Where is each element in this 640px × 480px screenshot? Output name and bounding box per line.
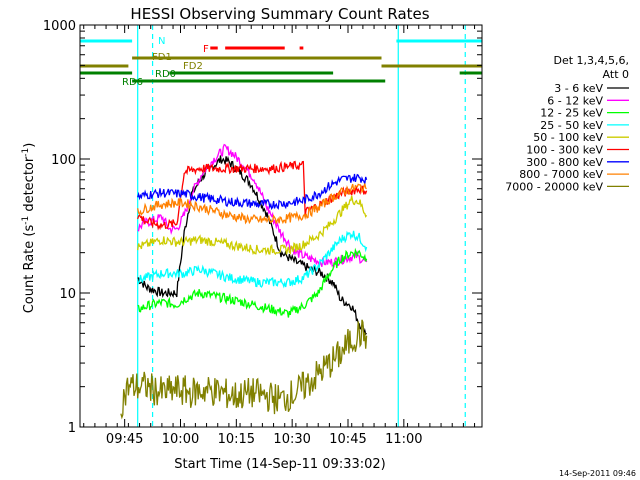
flag-label: FD2 bbox=[183, 61, 203, 72]
series-line bbox=[137, 230, 368, 289]
x-axis-label: Start Time (14-Sep-11 09:33:02) bbox=[174, 457, 385, 472]
flag-label: RD0 bbox=[155, 69, 176, 80]
x-tick-label: 10:45 bbox=[329, 432, 366, 447]
flag-label: FD1 bbox=[152, 52, 172, 63]
x-tick-label: 09:45 bbox=[106, 432, 143, 447]
series-layer bbox=[120, 143, 368, 420]
legend-entry-label: 25 - 50 keV bbox=[540, 119, 603, 132]
legend-entry-label: 100 - 300 keV bbox=[526, 144, 603, 157]
series-line bbox=[137, 173, 368, 211]
y-tick-label: 10 bbox=[59, 287, 76, 302]
x-tick-label: 10:30 bbox=[273, 432, 310, 447]
y-tick-label: 1000 bbox=[43, 19, 76, 34]
y-axis-label: Count Rate (s-1 detector-1) bbox=[21, 143, 37, 314]
legend-entry-label: 50 - 100 keV bbox=[533, 131, 603, 144]
axis-ticks: 09:45 10:00 10:15 10:30 10:45 11:00 1 10 100 1000 bbox=[43, 19, 482, 447]
series-line bbox=[120, 319, 368, 420]
time-markers bbox=[137, 25, 466, 427]
flag-label: N bbox=[158, 36, 165, 47]
legend-entry-label: 6 - 12 keV bbox=[547, 94, 603, 107]
x-tick-label: 11:00 bbox=[385, 432, 422, 447]
legend-entry-label: 300 - 800 keV bbox=[526, 156, 603, 169]
legend-entry-label: 12 - 25 keV bbox=[540, 107, 603, 120]
legend-header-detectors: Det 1,3,4,5,6, bbox=[553, 54, 629, 67]
series-line bbox=[137, 195, 368, 256]
flag-label: RD6 bbox=[122, 77, 143, 88]
status-flags: N F FD1 FD2 RD0 RD6 bbox=[80, 36, 482, 88]
y-tick-label: 100 bbox=[51, 153, 76, 168]
chart-title: HESSI Observing Summary Count Rates bbox=[130, 5, 429, 23]
y-tick-label: 1 bbox=[68, 421, 76, 436]
legend-entry-label: 3 - 6 keV bbox=[554, 82, 603, 95]
series-line bbox=[137, 247, 368, 318]
series-line bbox=[137, 183, 367, 225]
x-tick-label: 10:00 bbox=[162, 432, 199, 447]
flag-label: F bbox=[203, 44, 209, 55]
legend-header-attenuator: Att 0 bbox=[603, 68, 629, 81]
footer-timestamp: 14-Sep-2011 09:46 bbox=[559, 469, 636, 478]
plot-frame bbox=[79, 24, 483, 428]
series-line bbox=[137, 160, 368, 231]
x-tick-label: 10:15 bbox=[218, 432, 255, 447]
series-line bbox=[137, 143, 368, 268]
legend-entry-label: 800 - 7000 keV bbox=[519, 168, 603, 181]
legend-entry-label: 7000 - 20000 keV bbox=[505, 180, 603, 193]
